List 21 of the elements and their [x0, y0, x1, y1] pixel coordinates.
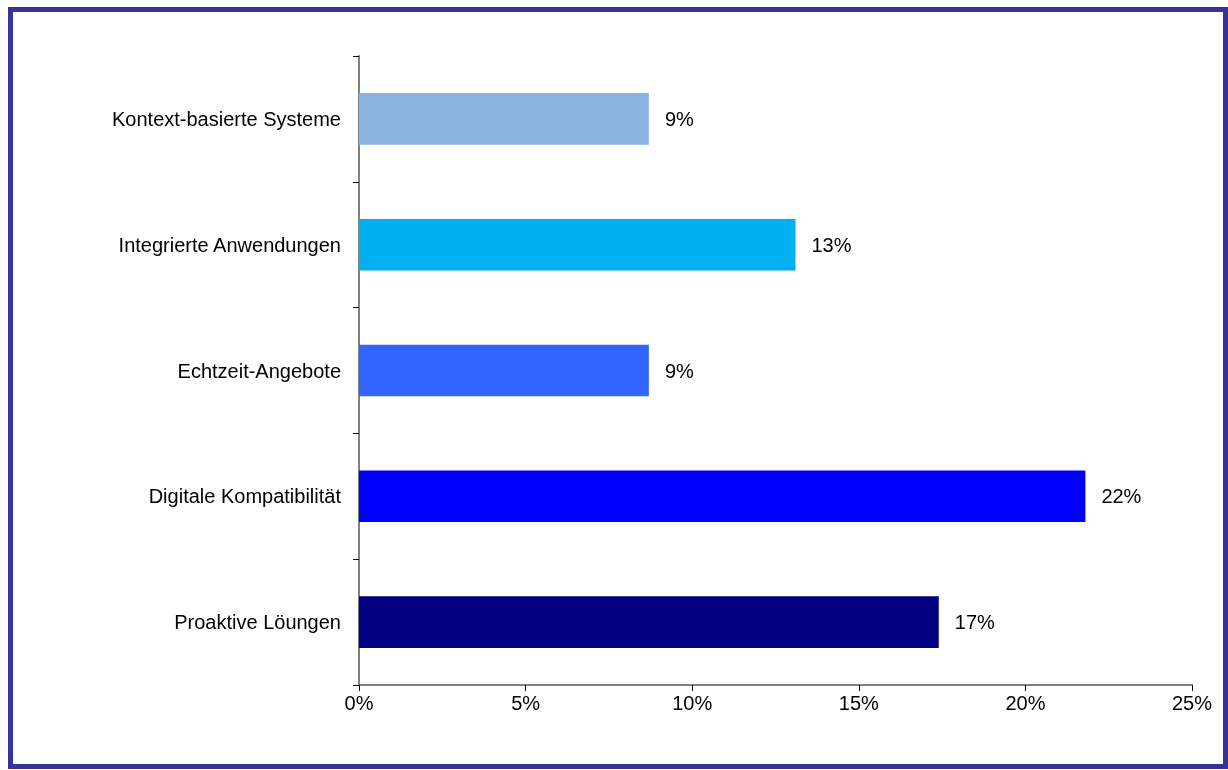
bar — [359, 344, 649, 397]
x-tick-label: 15% — [838, 692, 880, 714]
y-tick-label: Digitale Kompatibilität — [148, 485, 342, 508]
data-label: 13% — [811, 233, 852, 256]
x-tick-label: 0% — [344, 692, 374, 714]
bar — [359, 93, 649, 145]
y-tick-label: Proaktive Löungen — [174, 611, 341, 634]
data-label: 22% — [1101, 485, 1142, 508]
y-tick-label: Echtzeit-Angebote — [177, 359, 341, 382]
data-label: 17% — [954, 611, 996, 634]
x-tick-label: 20% — [1005, 692, 1046, 714]
y-tick-label: Kontext-basierte Systeme — [112, 107, 341, 130]
x-tick-label: 10% — [672, 692, 713, 714]
bar — [359, 596, 939, 648]
x-tick-label: 25% — [1171, 692, 1213, 714]
bar — [359, 470, 1086, 523]
bar — [359, 218, 796, 271]
y-tick-label: Integrierte Anwendungen — [118, 233, 341, 256]
x-tick-label: 5% — [511, 692, 541, 714]
data-label: 9% — [664, 107, 695, 130]
data-label: 9% — [664, 359, 695, 382]
